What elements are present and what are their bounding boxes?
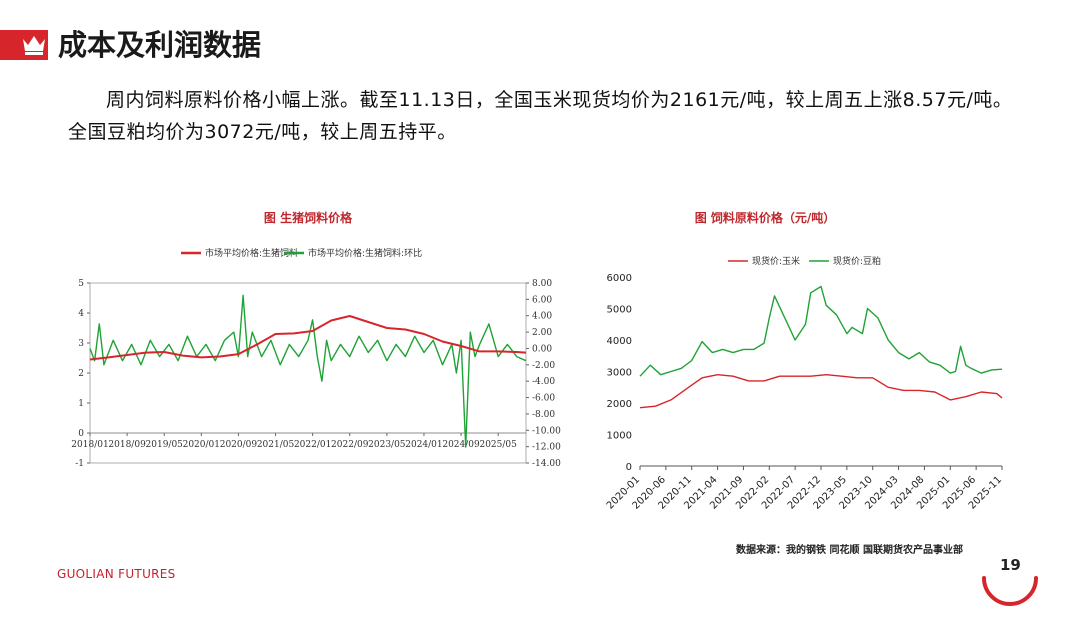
page-number: 19 (1000, 556, 1021, 574)
y-left-tick-label: 5 (78, 279, 84, 289)
y-right-tick-label: -4.00 (532, 377, 555, 387)
y-right-tick-label: 6.00 (532, 295, 552, 305)
series-line-corn (639, 373, 1003, 409)
y-tick-label: 3000 (607, 368, 632, 379)
y-right-tick-label: 8.00 (532, 279, 552, 289)
x-tick-label: 2018/09 (108, 440, 146, 450)
x-tick-label: 2024/01 (405, 440, 442, 450)
y-tick-label: 4000 (607, 336, 632, 347)
legend-label-0: 市场平均价格:生猪饲料 (205, 247, 298, 259)
y-tick-label: 1000 (607, 431, 632, 442)
legend-label-1: 市场平均价格:生猪饲料:环比 (308, 247, 422, 259)
legend-label-1: 现货价:豆粕 (833, 255, 881, 267)
crown-icon (23, 36, 45, 55)
legend-label-0: 现货价:玉米 (752, 255, 800, 267)
x-tick-label: 2021/05 (257, 440, 295, 450)
page-arc-stroke (982, 576, 1038, 606)
slide-title: 成本及利润数据 (58, 28, 262, 62)
summary-paragraph: 周内饲料原料价格小幅上涨。截至11.13日，全国玉米现货均价为2161元/吨，较… (68, 89, 1013, 143)
x-tick-label: 2020/09 (220, 440, 258, 450)
crown-base (25, 52, 43, 55)
y-right-tick-label: -6.00 (532, 394, 555, 404)
y-left-tick-label: 2 (78, 369, 84, 379)
y-right-tick-label: -10.00 (532, 426, 561, 436)
x-tick-label: 2022/01 (294, 440, 331, 450)
y-right-tick-label: -14.00 (532, 459, 561, 469)
series-line-soymeal (639, 285, 1003, 377)
y-left-tick-label: 4 (78, 309, 84, 319)
data-source-note: 数据来源：我的钢铁 同花顺 国联期货农产品事业部 (736, 545, 963, 556)
x-tick-label: 2019/05 (146, 440, 184, 450)
y-left-tick-label: -1 (75, 459, 84, 469)
page-decoration-arc (982, 576, 1038, 606)
x-tick-label: 2025/05 (479, 440, 517, 450)
y-tick-label: 2000 (607, 399, 632, 410)
x-tick-label: 2020/01 (183, 440, 220, 450)
x-tick-label: 2024/09 (442, 440, 480, 450)
y-tick-label: 5000 (607, 305, 632, 316)
feed-raw-material-price-chart: 图 饲料原料价格（元/吨） 现货价:玉米 现货价:豆粕 0 1000 2000 3000 40… (605, 210, 1004, 512)
y-right-tick-label: 2.00 (532, 328, 552, 338)
y-left-tick-label: 1 (78, 399, 84, 409)
y-right-tick-label: 0.00 (532, 344, 552, 354)
series-line-pig-feed-price (89, 315, 527, 361)
y-right-tick-label: -8.00 (532, 410, 555, 420)
y-tick-label: 0 (626, 462, 632, 473)
y-left-tick-label: 0 (78, 429, 84, 439)
x-tick-label: 2023/05 (368, 440, 406, 450)
x-tick-label: 2022/09 (331, 440, 369, 450)
y-right-tick-label: 4.00 (532, 312, 552, 322)
y-left-tick-label: 3 (78, 339, 84, 349)
series-line-pig-feed-mom (89, 294, 527, 448)
crown-shape (23, 36, 45, 51)
y-right-tick-label: -12.00 (532, 443, 561, 453)
y-tick-label: 6000 (607, 273, 632, 284)
chart-title: 图 生猪饲料价格 (264, 210, 353, 225)
chart-title: 图 饲料原料价格（元/吨） (695, 210, 836, 225)
y-right-tick-label: -2.00 (532, 361, 555, 371)
x-tick-label: 2018/01 (71, 440, 108, 450)
company-logo: GUOLIAN FUTURES (57, 567, 176, 581)
